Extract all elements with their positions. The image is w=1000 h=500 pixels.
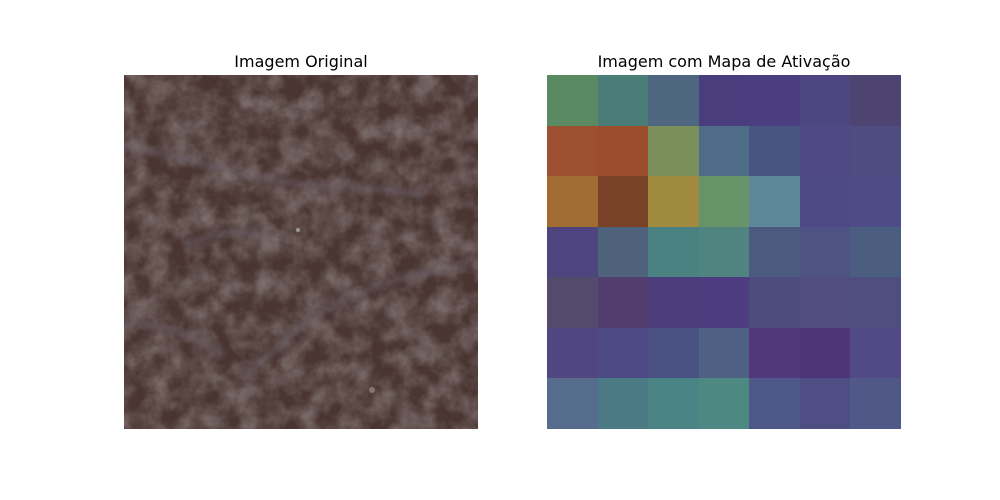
heatmap-cell bbox=[547, 226, 598, 278]
heatmap-cell bbox=[698, 277, 750, 328]
heatmap-cell bbox=[850, 176, 901, 227]
heatmap-cell bbox=[698, 125, 750, 177]
heatmap-cell bbox=[749, 327, 800, 379]
heatmap-cell bbox=[799, 327, 851, 379]
heatmap-cell bbox=[597, 125, 649, 177]
activation-map-image bbox=[547, 75, 901, 429]
activation-map-title: Imagem com Mapa de Ativação bbox=[597, 52, 851, 71]
heatmap-cell bbox=[547, 75, 598, 126]
heatmap-cell bbox=[597, 226, 649, 278]
heatmap-cell bbox=[648, 226, 699, 278]
heatmap-cell bbox=[597, 378, 649, 429]
heatmap-cell bbox=[698, 378, 750, 429]
heatmap-cell bbox=[850, 277, 901, 328]
heatmap-cell bbox=[648, 176, 699, 227]
heatmap-cell bbox=[648, 125, 699, 177]
original-image bbox=[124, 75, 478, 429]
heatmap-cell bbox=[799, 226, 851, 278]
heatmap-cell bbox=[799, 277, 851, 328]
heatmap-cell bbox=[648, 277, 699, 328]
original-image-title: Imagem Original bbox=[234, 52, 368, 71]
heatmap-cell bbox=[698, 75, 750, 126]
heatmap-cell bbox=[648, 378, 699, 429]
heatmap-cell bbox=[547, 125, 598, 177]
heatmap-cell bbox=[799, 125, 851, 177]
heatmap-cell bbox=[850, 378, 901, 429]
heatmap-cell bbox=[547, 378, 598, 429]
heatmap-cell bbox=[698, 176, 750, 227]
heatmap-cell bbox=[799, 176, 851, 227]
heatmap-cell bbox=[850, 327, 901, 379]
heatmap-cell bbox=[597, 176, 649, 227]
heatmap-cell bbox=[749, 277, 800, 328]
heatmap-cell bbox=[547, 277, 598, 328]
heatmap-cell bbox=[648, 327, 699, 379]
activation-heatmap-grid bbox=[547, 75, 901, 429]
heatmap-cell bbox=[850, 125, 901, 177]
heatmap-cell bbox=[749, 378, 800, 429]
heatmap-cell bbox=[698, 226, 750, 278]
heatmap-cell bbox=[547, 176, 598, 227]
heatmap-cell bbox=[749, 75, 800, 126]
heatmap-cell bbox=[597, 277, 649, 328]
heatmap-cell bbox=[749, 176, 800, 227]
heatmap-cell bbox=[799, 378, 851, 429]
heatmap-cell bbox=[850, 226, 901, 278]
heatmap-cell bbox=[597, 75, 649, 126]
heatmap-cell bbox=[749, 125, 800, 177]
heatmap-cell bbox=[698, 327, 750, 379]
original-texture bbox=[124, 75, 478, 429]
heatmap-cell bbox=[648, 75, 699, 126]
heatmap-cell bbox=[850, 75, 901, 126]
heatmap-cell bbox=[799, 75, 851, 126]
heatmap-cell bbox=[547, 327, 598, 379]
heatmap-cell bbox=[597, 327, 649, 379]
heatmap-cell bbox=[749, 226, 800, 278]
